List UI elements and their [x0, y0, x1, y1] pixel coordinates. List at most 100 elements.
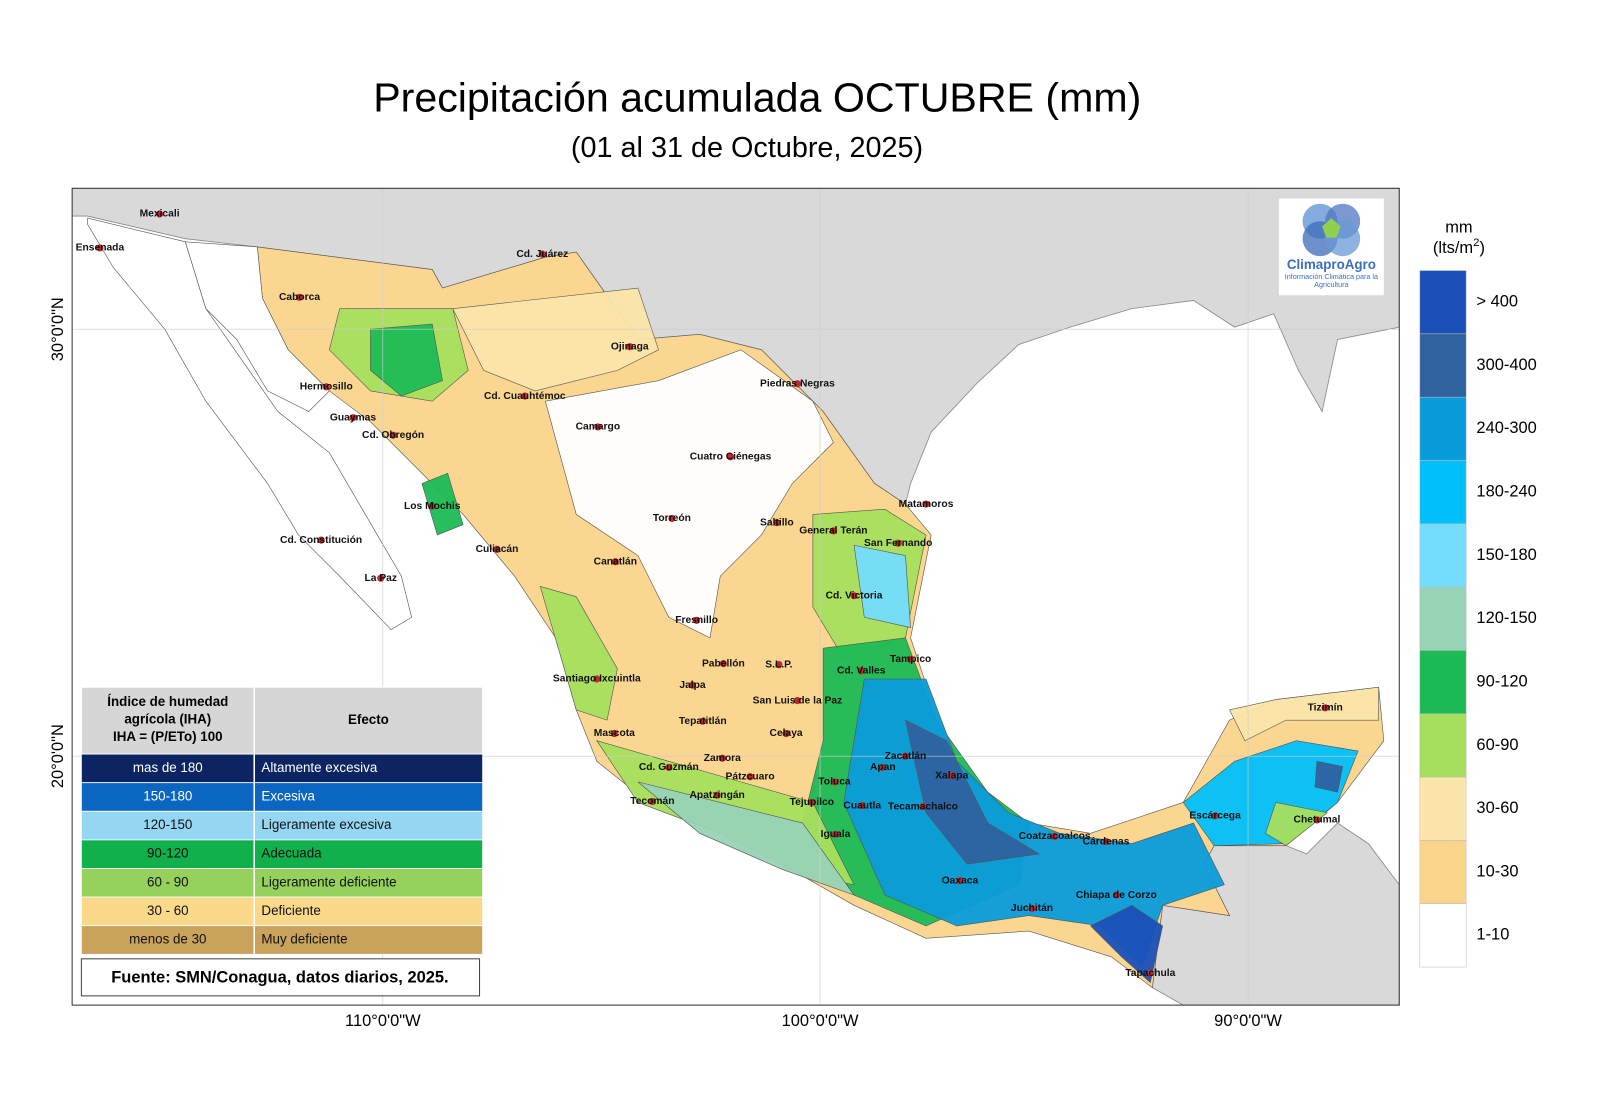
legend-swatch	[1419, 776, 1467, 841]
city-label: Zacatlán	[885, 751, 927, 762]
legend-label: 1-10	[1476, 926, 1509, 944]
source: Fuente: SMN/Conagua, datos diarios, 2025…	[111, 969, 448, 987]
city-label: Torreón	[653, 513, 691, 524]
city-label: General Terán	[799, 526, 867, 537]
city-label: Tejupilco	[790, 797, 834, 808]
city-marker	[611, 558, 619, 566]
city-label: Camargo	[576, 422, 621, 433]
city-marker	[829, 527, 838, 535]
city-label: Pátzcuaro	[726, 771, 775, 782]
city-marker	[793, 697, 802, 705]
city-marker	[668, 514, 676, 523]
unit-superscript: 2	[1473, 237, 1479, 249]
row-effect: Muy deficiente	[261, 932, 347, 947]
city-marker	[746, 773, 754, 781]
legend-label: 300-400	[1476, 356, 1536, 374]
city-label: Xalapa	[935, 770, 968, 781]
row-range: mas de 180	[133, 760, 203, 775]
city-marker	[538, 250, 546, 258]
table-header	[80, 686, 484, 755]
latitude-label: 30°0'0"N	[49, 297, 67, 361]
legend-label: 120-150	[1476, 609, 1536, 627]
row-effect: Excesiva	[261, 789, 315, 804]
legend-swatch	[1419, 586, 1467, 651]
row-effect: Adecuada	[261, 846, 322, 861]
city-marker	[713, 791, 721, 799]
city-label: Guaymas	[330, 412, 377, 423]
legend-swatch	[1419, 396, 1467, 461]
legend-label: 30-60	[1476, 799, 1518, 817]
city-label: Oaxaca	[942, 875, 979, 886]
precip-area	[370, 323, 443, 397]
table-row	[80, 925, 484, 955]
city-label: Ensenada	[76, 243, 125, 254]
city-label: Culiacán	[476, 544, 519, 555]
table-row	[80, 753, 484, 784]
legend-unit-detail: (lts/m2)	[1433, 237, 1485, 258]
city-label: Piedras Negras	[760, 378, 835, 389]
city-label: Tampico	[890, 654, 931, 665]
legend-unit: mm	[1445, 219, 1472, 237]
city-marker	[782, 729, 790, 738]
table-row	[80, 810, 484, 841]
city-marker	[719, 659, 727, 668]
longitude-labels: 110°0'0"W 100°0'0"W 90°0'0"W	[345, 1012, 1282, 1030]
city-marker	[626, 343, 634, 351]
city-marker	[1102, 837, 1110, 846]
city-marker	[1321, 704, 1329, 712]
city-marker	[349, 414, 357, 422]
row-range: 90-120	[147, 846, 189, 861]
city-marker	[948, 772, 956, 780]
row-effect: Ligeramente excesiva	[261, 817, 392, 832]
city-label: Cuatro Ciénegas	[690, 451, 772, 462]
city-label: Fresnillo	[675, 615, 718, 626]
city-marker	[1112, 891, 1120, 899]
map-frame	[71, 187, 1400, 1006]
city-label: Cárdenas	[1083, 836, 1130, 847]
city-marker	[808, 798, 816, 807]
legend-swatch	[1419, 903, 1467, 968]
city-marker	[1146, 969, 1154, 977]
city-marker	[956, 877, 964, 885]
iha-table: Índice de humedad agrícola (IHA) IHA = (P/…	[80, 686, 484, 955]
city-marker	[693, 616, 701, 624]
city-marker	[610, 729, 618, 738]
city-label: Iguala	[821, 829, 851, 840]
logo-name: ClimaproAgro	[1287, 257, 1376, 272]
city-marker	[850, 592, 858, 600]
unit-part: )	[1479, 239, 1484, 257]
city-marker	[594, 423, 602, 431]
city-marker	[857, 667, 865, 675]
city-label: Ojinaga	[611, 341, 649, 352]
city-marker	[922, 500, 930, 508]
row-range: 30 - 60	[147, 903, 189, 918]
city-label: Cd. Guzmán	[639, 762, 699, 773]
legend-label: 180-240	[1476, 483, 1536, 501]
precip-area	[1314, 760, 1344, 793]
city-marker	[858, 801, 866, 810]
city-marker	[906, 655, 915, 664]
row-effect: Ligeramente deficiente	[261, 874, 396, 889]
unit-part: (lts/m	[1433, 239, 1473, 257]
city-label: Mascota	[594, 728, 635, 739]
precip-area	[544, 349, 834, 639]
table-row	[80, 839, 484, 869]
city-label: Cd. Victoria	[826, 590, 883, 601]
city-marker	[665, 763, 673, 772]
header-index: Índice de humedad	[107, 694, 228, 709]
legend-label: 10-30	[1476, 862, 1518, 880]
city-marker	[96, 244, 104, 252]
city-marker	[155, 210, 164, 218]
city-marker	[1211, 812, 1219, 820]
city-label: Saltillo	[760, 517, 794, 528]
city-layer: Mexicali Ensenada Cd. Juárez Caborca Ojinaga…	[76, 209, 1343, 979]
city-label: Cd. Obregón	[362, 430, 424, 441]
city-marker	[521, 392, 529, 400]
city-label: Santiago Ixcuintla	[553, 674, 641, 685]
legend-label: 60-90	[1476, 736, 1518, 754]
precip-area	[184, 241, 330, 412]
city-marker	[1313, 816, 1321, 824]
city-marker	[295, 293, 304, 301]
city-marker	[894, 539, 902, 547]
precip-area	[1229, 686, 1379, 742]
